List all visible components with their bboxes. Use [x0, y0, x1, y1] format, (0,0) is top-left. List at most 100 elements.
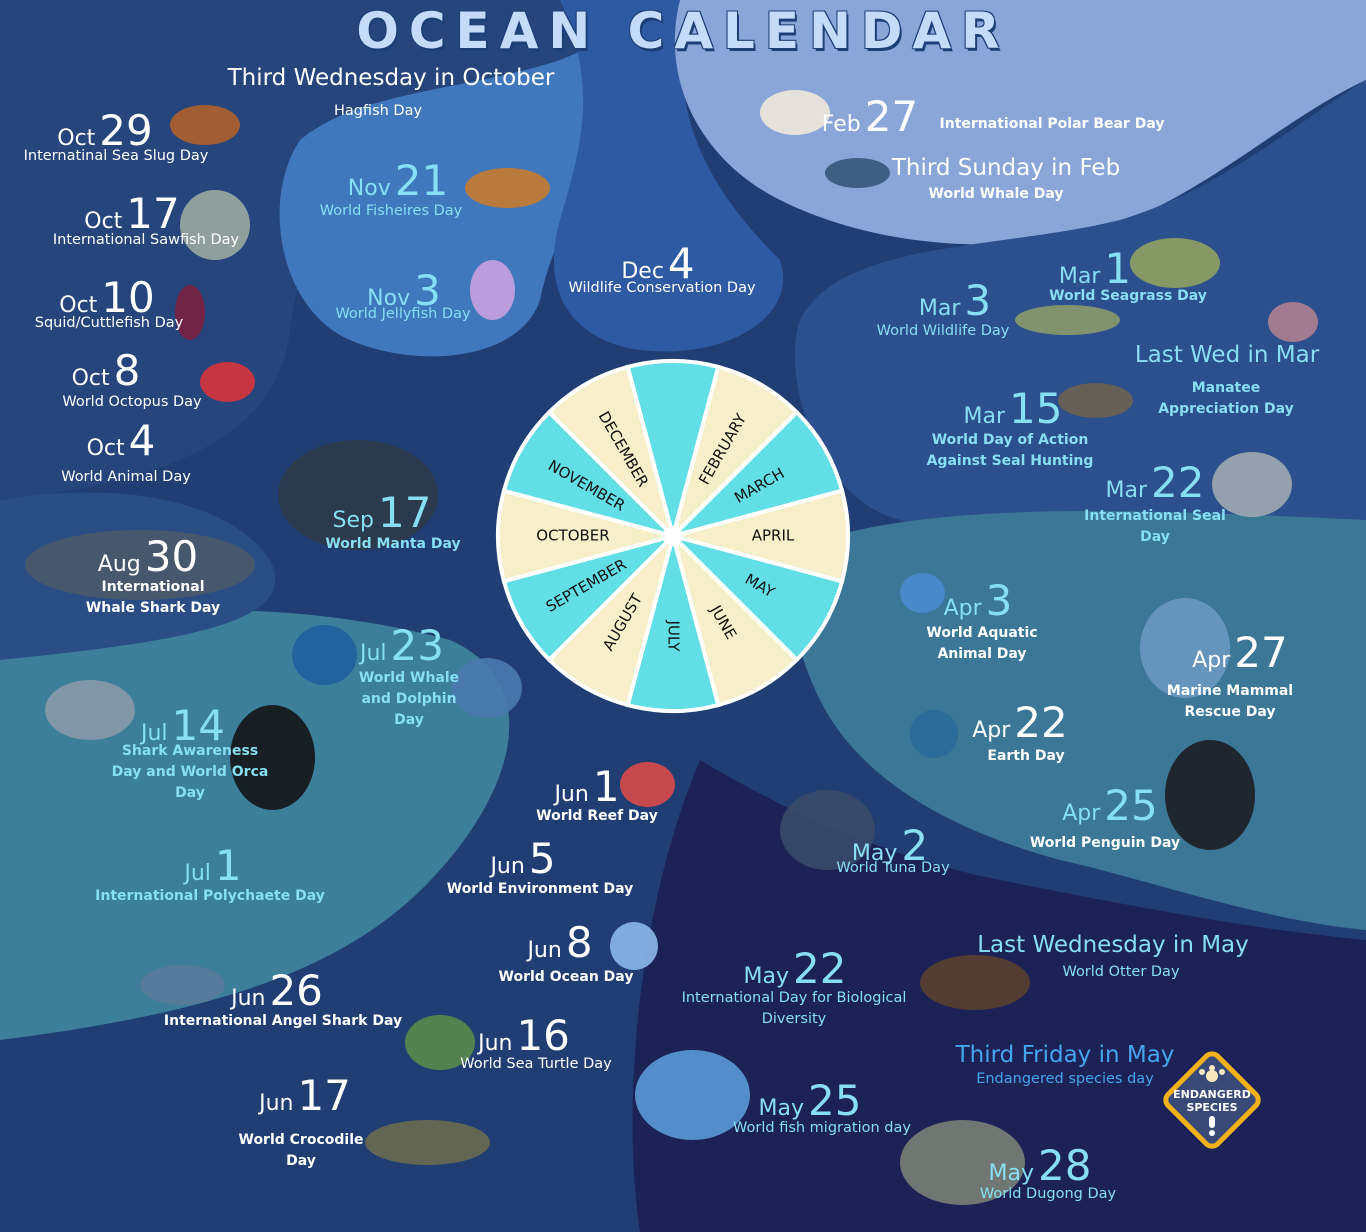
event-day: 15 — [1009, 384, 1063, 433]
event-date: May2 — [852, 825, 928, 867]
event-month: Dec — [621, 259, 664, 284]
event-day: 17 — [126, 189, 180, 238]
event-month: Jul — [360, 641, 387, 666]
event-date: May22 — [744, 948, 847, 990]
event-name: Shark Awareness Day and World Orca Day — [111, 743, 269, 801]
event-name: International Angel Shark Day — [163, 1013, 403, 1029]
event-day: 8 — [113, 346, 141, 395]
event-month: Nov — [347, 176, 391, 201]
event-date-phrase: Third Wednesday in October — [227, 65, 555, 91]
event-date: Feb27 — [822, 96, 918, 138]
event-name: World Environment Day — [446, 881, 634, 897]
event-day: 14 — [171, 701, 225, 750]
event-month: Jun — [478, 1031, 513, 1056]
event-name: Marine Mammal Rescue Day — [1166, 683, 1294, 720]
event-date: Jul23 — [360, 625, 444, 667]
crocodile-illustration — [365, 1120, 490, 1165]
event-month: Jun — [527, 938, 562, 963]
orca-illustration — [230, 705, 315, 810]
event-date: Apr25 — [1062, 785, 1158, 827]
event-day: 16 — [516, 1011, 570, 1060]
event-date: Oct4 — [87, 420, 156, 462]
page-title: OCEAN CALENDAR — [356, 2, 1010, 60]
event-month: Feb — [821, 112, 861, 137]
seal-illustration — [1058, 383, 1133, 418]
event-name: World fish migration day — [733, 1120, 911, 1136]
event-day: 27 — [864, 92, 919, 141]
event-month: Apr — [972, 718, 1011, 743]
event-date: Jun17 — [259, 1075, 351, 1117]
event-name: International Seal Day — [1084, 508, 1226, 545]
event-date: Jul14 — [141, 705, 225, 747]
event-name: World Whale Day — [928, 186, 1064, 202]
event-date: Oct10 — [59, 277, 155, 319]
event-name: World Dugong Day — [979, 1186, 1117, 1202]
event-date: Mar3 — [919, 280, 991, 322]
event-date: Sep17 — [333, 492, 432, 534]
manta-ray-illustration — [278, 440, 438, 550]
sea-slug-illustration — [170, 105, 240, 145]
otter-illustration — [920, 955, 1030, 1010]
event-date: Jun16 — [478, 1015, 570, 1057]
event-date-phrase: Third Friday in May — [955, 1042, 1175, 1068]
event-date-phrase: Last Wednesday in May — [977, 932, 1249, 958]
event-date: Jun8 — [527, 922, 592, 964]
event-name: World Ocean Day — [498, 969, 634, 985]
event-month: Aug — [97, 552, 141, 577]
event-date: Jul1 — [184, 845, 241, 887]
event-day: 2 — [901, 821, 929, 870]
event-name: World Tuna Day — [836, 860, 950, 876]
event-month: Jun — [490, 854, 525, 879]
dugong-illustration — [900, 1120, 1025, 1205]
event-month: May — [758, 1096, 805, 1121]
event-month: May — [988, 1161, 1035, 1186]
event-date: Mar22 — [1106, 462, 1205, 504]
event-day: 17 — [378, 488, 432, 537]
great-white-shark-illustration — [45, 680, 135, 740]
event-date: May25 — [759, 1080, 862, 1122]
event-day: 17 — [297, 1071, 351, 1120]
event-name: World Octopus Day — [62, 394, 202, 410]
seagrass-illustration — [1130, 238, 1220, 288]
event-name: World Sea Turtle Day — [460, 1056, 612, 1072]
endangered-species-badge: ENDANGERD SPECIES — [1163, 1051, 1261, 1149]
event-name: World Aquatic Animal Day — [926, 625, 1038, 662]
event-day: 22 — [1014, 698, 1068, 747]
event-day: 27 — [1234, 628, 1288, 677]
event-day: 30 — [144, 532, 199, 581]
event-name: Endangered species day — [976, 1071, 1154, 1087]
octopus-illustration — [200, 362, 255, 402]
jellyfish-illustration — [470, 260, 515, 320]
event-month: May — [851, 841, 898, 866]
event-date: Aug30 — [98, 536, 198, 578]
event-month: Apr — [1062, 801, 1101, 826]
event-day: 4 — [667, 239, 695, 288]
event-month: Jun — [554, 782, 589, 807]
event-day: 10 — [101, 273, 155, 322]
penguin-illustration — [1165, 740, 1255, 850]
whale-shark-illustration — [25, 530, 255, 600]
event-day: 1 — [214, 841, 242, 890]
coral-illustration — [620, 762, 675, 807]
event-month: Mar — [1105, 478, 1148, 503]
event-month: Jul — [184, 861, 211, 886]
event-month: Oct — [57, 126, 96, 151]
event-date: Apr3 — [944, 580, 1013, 622]
event-name: International Whale Shark Day — [85, 579, 221, 616]
event-day: 25 — [1104, 781, 1158, 830]
event-name: World Whale and Dolphin Day — [358, 670, 460, 728]
bottlenose-dolphin-illustration — [1140, 598, 1230, 698]
event-name: World Otter Day — [1062, 964, 1180, 980]
event-day: 3 — [964, 276, 992, 325]
event-date-phrase: Third Sunday in Feb — [891, 155, 1121, 181]
exclamation-icon — [1209, 1116, 1215, 1128]
event-month: Nov — [367, 286, 411, 311]
event-date: Apr22 — [972, 702, 1068, 744]
event-date: Apr27 — [1192, 632, 1288, 674]
tuna-illustration — [780, 790, 875, 870]
event-month: May — [743, 964, 790, 989]
earth-illustration — [910, 710, 958, 758]
whale-illustration — [825, 158, 890, 188]
event-name: International Sawfish Day — [52, 232, 240, 248]
event-day: 3 — [414, 266, 441, 315]
